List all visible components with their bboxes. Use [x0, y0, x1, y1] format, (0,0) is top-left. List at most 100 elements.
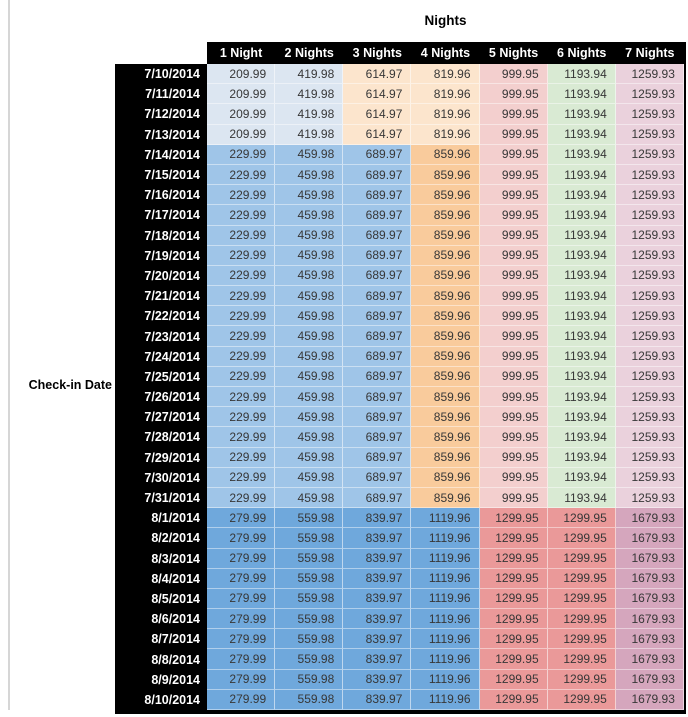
price-cell[interactable]: 1259.93 [615, 447, 684, 468]
price-cell[interactable]: 459.98 [275, 306, 344, 327]
row-header-date[interactable]: 8/1/2014 [115, 508, 207, 529]
column-header[interactable]: 2 Nights [275, 42, 344, 64]
price-cell[interactable]: 1299.95 [479, 689, 548, 710]
price-cell[interactable]: 689.97 [343, 467, 412, 488]
price-cell[interactable]: 279.99 [207, 548, 276, 569]
price-cell[interactable]: 689.97 [343, 326, 412, 347]
price-cell[interactable]: 209.99 [207, 64, 276, 85]
price-cell[interactable]: 819.96 [411, 124, 480, 145]
price-cell[interactable]: 1299.95 [479, 649, 548, 670]
price-cell[interactable]: 839.97 [343, 609, 412, 630]
price-cell[interactable]: 999.95 [479, 225, 548, 246]
price-cell[interactable]: 859.96 [411, 265, 480, 287]
price-cell[interactable]: 419.98 [275, 124, 344, 145]
price-cell[interactable]: 459.98 [275, 326, 344, 347]
price-cell[interactable]: 999.95 [479, 366, 548, 387]
price-cell[interactable]: 229.99 [207, 245, 276, 266]
price-cell[interactable]: 1193.94 [547, 427, 616, 448]
price-cell[interactable]: 1299.95 [479, 528, 548, 549]
price-cell[interactable]: 859.96 [411, 326, 480, 347]
price-cell[interactable]: 419.98 [275, 64, 344, 85]
price-cell[interactable]: 559.98 [275, 609, 344, 630]
price-cell[interactable]: 419.98 [275, 84, 344, 105]
price-cell[interactable]: 229.99 [207, 164, 276, 186]
row-header-date[interactable]: 7/18/2014 [115, 225, 207, 246]
price-cell[interactable]: 999.95 [479, 467, 548, 488]
price-cell[interactable]: 1193.94 [547, 124, 616, 145]
price-cell[interactable]: 279.99 [207, 689, 276, 710]
price-cell[interactable]: 999.95 [479, 326, 548, 347]
price-cell[interactable]: 229.99 [207, 407, 276, 428]
row-header-date[interactable]: 7/26/2014 [115, 387, 207, 408]
price-cell[interactable]: 1299.95 [479, 629, 548, 650]
price-cell[interactable]: 859.96 [411, 427, 480, 448]
price-cell[interactable]: 999.95 [479, 64, 548, 85]
price-cell[interactable]: 689.97 [343, 387, 412, 408]
row-header-date[interactable]: 7/14/2014 [115, 144, 207, 165]
price-cell[interactable]: 1193.94 [547, 104, 616, 125]
price-cell[interactable]: 279.99 [207, 588, 276, 610]
price-cell[interactable]: 1193.94 [547, 346, 616, 367]
row-header-date[interactable]: 8/8/2014 [115, 649, 207, 670]
price-cell[interactable]: 1259.93 [615, 104, 684, 125]
price-cell[interactable]: 839.97 [343, 649, 412, 670]
row-header-date[interactable]: 8/9/2014 [115, 669, 207, 690]
price-cell[interactable]: 999.95 [479, 245, 548, 266]
price-cell[interactable]: 859.96 [411, 346, 480, 367]
price-cell[interactable]: 229.99 [207, 286, 276, 307]
price-cell[interactable]: 819.96 [411, 84, 480, 105]
row-header-date[interactable]: 7/19/2014 [115, 245, 207, 266]
price-cell[interactable]: 839.97 [343, 669, 412, 690]
price-cell[interactable]: 1679.93 [615, 508, 684, 529]
price-cell[interactable]: 279.99 [207, 528, 276, 549]
price-cell[interactable]: 859.96 [411, 245, 480, 266]
price-cell[interactable]: 1193.94 [547, 366, 616, 387]
price-cell[interactable]: 459.98 [275, 185, 344, 206]
price-cell[interactable]: 229.99 [207, 387, 276, 408]
price-cell[interactable]: 1259.93 [615, 366, 684, 387]
row-header-date[interactable]: 7/25/2014 [115, 366, 207, 387]
row-header-date[interactable]: 7/15/2014 [115, 164, 207, 186]
price-cell[interactable]: 1259.93 [615, 467, 684, 488]
price-cell[interactable]: 459.98 [275, 225, 344, 246]
price-cell[interactable]: 1299.95 [479, 609, 548, 630]
price-cell[interactable]: 859.96 [411, 467, 480, 488]
price-cell[interactable]: 999.95 [479, 407, 548, 428]
row-header-date[interactable]: 7/10/2014 [115, 64, 207, 85]
price-cell[interactable]: 689.97 [343, 447, 412, 468]
price-cell[interactable]: 1259.93 [615, 84, 684, 105]
price-cell[interactable]: 689.97 [343, 265, 412, 287]
price-cell[interactable]: 1193.94 [547, 447, 616, 468]
price-cell[interactable]: 1259.93 [615, 245, 684, 266]
price-cell[interactable]: 459.98 [275, 265, 344, 287]
price-cell[interactable]: 1193.94 [547, 306, 616, 327]
price-cell[interactable]: 229.99 [207, 366, 276, 387]
price-cell[interactable]: 839.97 [343, 568, 412, 589]
price-cell[interactable]: 999.95 [479, 164, 548, 186]
price-cell[interactable]: 1193.94 [547, 225, 616, 246]
price-cell[interactable]: 559.98 [275, 689, 344, 710]
price-cell[interactable]: 1193.94 [547, 286, 616, 307]
price-cell[interactable]: 229.99 [207, 346, 276, 367]
price-cell[interactable]: 559.98 [275, 528, 344, 549]
price-cell[interactable]: 1299.95 [547, 649, 616, 670]
price-cell[interactable]: 1299.95 [547, 568, 616, 589]
price-cell[interactable]: 614.97 [343, 84, 412, 105]
price-cell[interactable]: 999.95 [479, 447, 548, 468]
price-cell[interactable]: 229.99 [207, 144, 276, 165]
row-header-date[interactable]: 8/4/2014 [115, 568, 207, 589]
price-cell[interactable]: 1299.95 [547, 508, 616, 529]
price-cell[interactable]: 1193.94 [547, 205, 616, 226]
price-cell[interactable]: 1299.95 [547, 609, 616, 630]
price-cell[interactable]: 229.99 [207, 185, 276, 206]
row-header-date[interactable]: 8/3/2014 [115, 548, 207, 569]
price-cell[interactable]: 1259.93 [615, 64, 684, 85]
price-cell[interactable]: 689.97 [343, 407, 412, 428]
price-cell[interactable]: 1299.95 [547, 548, 616, 569]
price-cell[interactable]: 999.95 [479, 487, 548, 509]
price-cell[interactable]: 689.97 [343, 427, 412, 448]
price-cell[interactable]: 279.99 [207, 629, 276, 650]
price-cell[interactable]: 999.95 [479, 265, 548, 287]
price-cell[interactable]: 1299.95 [547, 629, 616, 650]
price-cell[interactable]: 1193.94 [547, 64, 616, 85]
